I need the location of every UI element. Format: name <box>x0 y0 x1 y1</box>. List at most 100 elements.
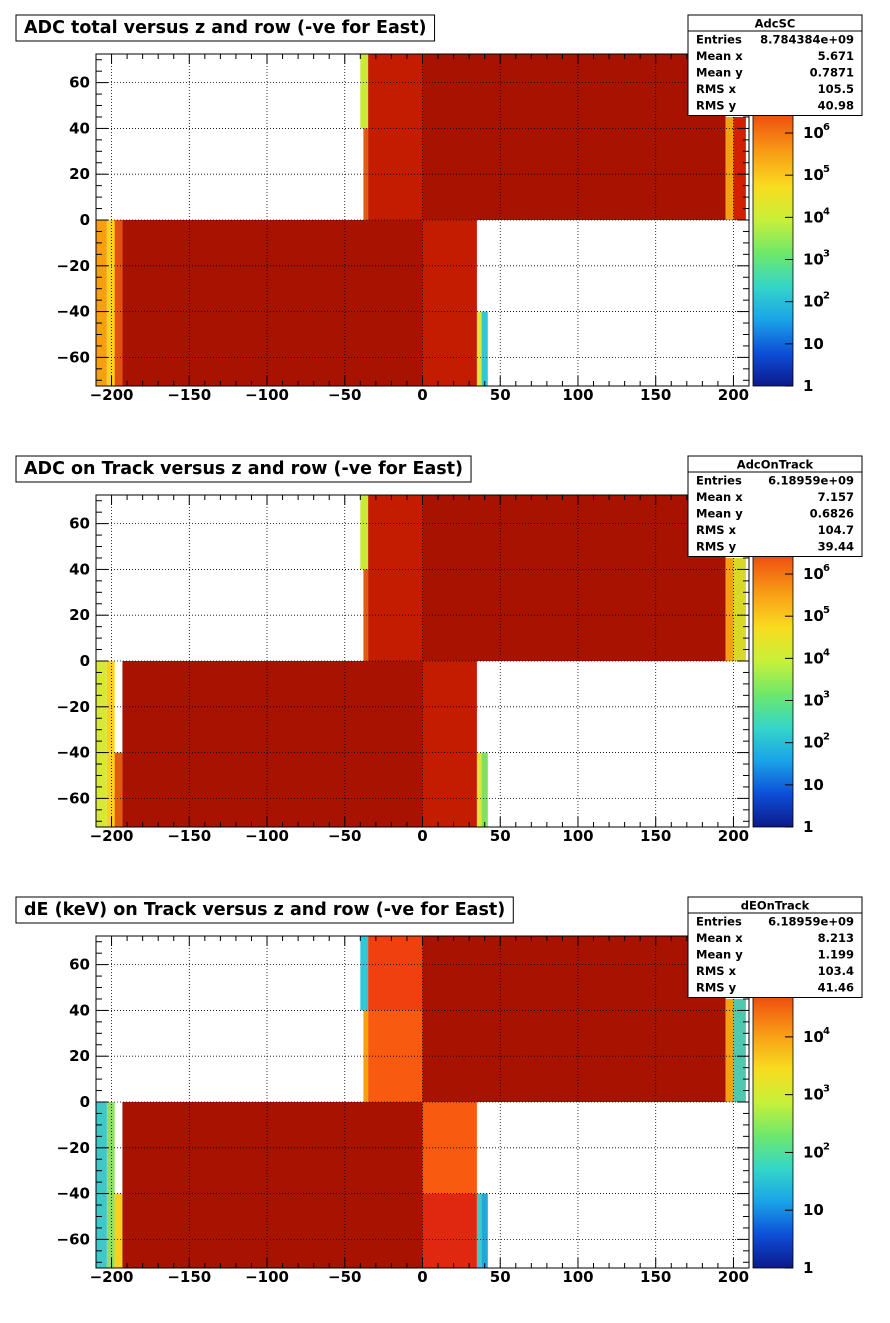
heatmap-cell <box>114 1193 123 1268</box>
y-tick-label: 40 <box>69 560 90 578</box>
y-tick-label: −40 <box>57 1185 90 1203</box>
x-tick-label: −150 <box>167 827 211 845</box>
heatmap-cell <box>363 1010 369 1102</box>
x-tick-label: −150 <box>167 1268 211 1286</box>
x-tick-label: 0 <box>417 827 427 845</box>
stats-label: RMS y <box>696 540 737 554</box>
stats-value: 5.671 <box>818 49 854 63</box>
heatmap-cell <box>422 661 477 827</box>
palette-tick-label: 10 <box>803 1143 824 1161</box>
y-tick-label: −60 <box>57 789 90 807</box>
palette-tick-label: 10 <box>803 1086 824 1104</box>
heatmap-cell <box>476 311 482 386</box>
palette-tick-label: 10 <box>803 607 824 625</box>
heatmap-cell <box>122 661 423 827</box>
chart-title-box <box>15 455 472 483</box>
stats-label: Mean x <box>696 49 743 63</box>
heatmap-cell <box>106 220 115 386</box>
stats-value: 8.784384e+09 <box>760 33 854 47</box>
x-tick-label: 150 <box>640 386 671 404</box>
x-tick-label: −50 <box>328 1268 361 1286</box>
x-tick-label: −200 <box>90 827 134 845</box>
stats-label: Entries <box>696 474 742 488</box>
palette-tick-exponent: 2 <box>823 291 830 302</box>
x-tick-label: −200 <box>90 1268 134 1286</box>
x-tick-label: −50 <box>328 827 361 845</box>
heatmap-cell <box>422 495 726 661</box>
palette-tick-label: 1 <box>803 377 813 395</box>
chart-panel-3: −200 −150 −100 −50 0 50 100 150 200−60−40−200204… <box>15 896 863 1286</box>
stats-label: Mean y <box>696 66 743 80</box>
heatmap-cell <box>725 557 734 661</box>
heatmap-cell <box>725 998 734 1102</box>
stats-value: 40.98 <box>818 99 854 113</box>
heatmap-cell <box>476 752 482 827</box>
heatmap-cell <box>422 936 726 1102</box>
stats-value: 41.46 <box>818 981 854 995</box>
y-tick-label: −40 <box>57 744 90 762</box>
stats-box <box>687 14 863 116</box>
x-tick-label: 150 <box>640 827 671 845</box>
x-tick-label: 100 <box>562 1268 593 1286</box>
stats-name: AdcOnTrack <box>737 458 814 472</box>
stats-value: 7.157 <box>818 490 854 504</box>
x-tick-label: 200 <box>718 1268 749 1286</box>
heatmap-cell <box>122 220 423 386</box>
palette-tick-exponent: 4 <box>823 1026 830 1037</box>
heatmap-cell <box>368 54 423 220</box>
x-tick-label: 100 <box>562 386 593 404</box>
stats-label: Mean y <box>696 507 743 521</box>
x-tick-label: −100 <box>245 1268 289 1286</box>
heatmap-cell <box>106 661 115 827</box>
stats-value: 6.18959e+09 <box>768 474 854 488</box>
y-tick-label: −20 <box>57 1139 90 1157</box>
stats-value: 6.18959e+09 <box>768 915 854 929</box>
palette-tick-exponent: 3 <box>823 1084 830 1095</box>
stats-name: dEOnTrack <box>741 899 810 913</box>
stats-label: RMS x <box>696 964 737 978</box>
x-tick-label: 0 <box>417 1268 427 1286</box>
palette-tick-label: 1 <box>803 1259 813 1277</box>
heatmap-cell <box>96 661 107 827</box>
chart-panel-2: −200 −150 −100 −50 0 50 100 150 200−60−40−200204… <box>15 455 863 845</box>
palette-tick-exponent: 2 <box>823 1141 830 1152</box>
x-tick-label: 0 <box>417 386 427 404</box>
heatmap-cell <box>114 220 123 386</box>
x-tick-label: 200 <box>718 827 749 845</box>
palette-tick-label: 10 <box>803 1201 824 1219</box>
y-tick-label: −20 <box>57 698 90 716</box>
palette-tick-label: 10 <box>803 124 824 142</box>
y-tick-label: 0 <box>80 211 90 229</box>
x-tick-label: −200 <box>90 386 134 404</box>
x-tick-label: −150 <box>167 386 211 404</box>
stats-box <box>687 896 863 998</box>
x-tick-label: 200 <box>718 386 749 404</box>
y-tick-label: 40 <box>69 119 90 137</box>
stats-label: RMS y <box>696 981 737 995</box>
chart-title: ADC total versus z and row (-ve for East… <box>24 18 427 38</box>
x-tick-label: 100 <box>562 827 593 845</box>
y-tick-label: −40 <box>57 303 90 321</box>
palette-tick-label: 10 <box>803 565 824 583</box>
stats-value: 103.4 <box>818 964 854 978</box>
heatmap-cell <box>481 311 488 386</box>
heatmap-cell <box>733 998 746 1102</box>
heatmap-cell <box>360 936 369 1011</box>
x-tick-label: −50 <box>328 386 361 404</box>
heatmap-cell <box>96 1102 107 1268</box>
heatmap-cell <box>106 1102 115 1268</box>
heatmap-cell <box>363 569 369 661</box>
stats-name: AdcSC <box>755 17 796 31</box>
stats-label: Mean x <box>696 490 743 504</box>
palette-tick-label: 10 <box>803 166 824 184</box>
y-tick-label: 60 <box>69 515 90 533</box>
palette-tick-exponent: 5 <box>823 164 830 175</box>
palette-tick-label: 10 <box>803 293 824 311</box>
x-tick-label: 150 <box>640 1268 671 1286</box>
stats-label: Entries <box>696 915 742 929</box>
heatmap-cell <box>422 1102 477 1194</box>
x-tick-label: 50 <box>490 386 511 404</box>
heatmap-cell <box>476 1193 482 1268</box>
palette-tick-label: 10 <box>803 208 824 226</box>
